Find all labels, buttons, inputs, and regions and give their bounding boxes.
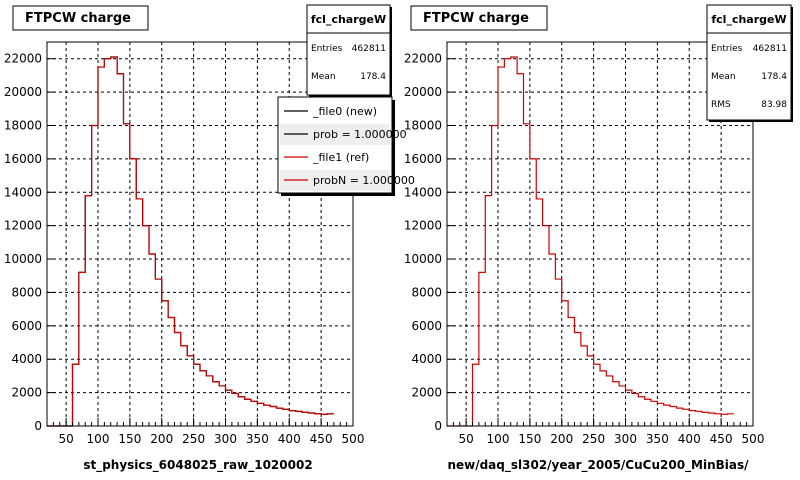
y-tick-label: 18000 <box>404 118 442 132</box>
y-tick-label: 2000 <box>11 386 42 400</box>
histogram-panel-2: 50 100 150 200 250 300 350 400 450 500 0 2000 4000 60… <box>404 4 793 473</box>
chart-title: FTPCW charge <box>25 11 131 26</box>
y-tick-label: 20000 <box>404 85 442 99</box>
y-tick-label: 10000 <box>4 252 42 266</box>
y-tick-label: 4000 <box>11 352 42 366</box>
x-tick-label: 500 <box>342 432 365 446</box>
stats-row-value: 83.98 <box>761 100 787 110</box>
x-axis-label: st_physics_6048025_raw_1020002 <box>83 458 312 473</box>
x-axis-label: new/daq_sl302/year_2005/CuCu200_MinBias/ <box>447 458 749 473</box>
stats-row-value: 462811 <box>352 44 386 54</box>
y-tick-label: 16000 <box>404 152 442 166</box>
x-tick-label: 450 <box>710 432 733 446</box>
histogram-series-1 <box>447 56 734 427</box>
y-tick-label: 4000 <box>411 352 442 366</box>
stats-box-frame <box>706 4 792 121</box>
x-tick-label: 300 <box>614 432 637 446</box>
x-tick-label: 350 <box>246 432 269 446</box>
x-tick-label: 450 <box>310 432 333 446</box>
x-tick-label: 100 <box>87 432 110 446</box>
legend-entry-label: _file1 (ref) <box>312 151 369 164</box>
x-tick-label: 150 <box>118 432 141 446</box>
y-tick-label: 8000 <box>411 285 442 299</box>
y-tick-label: 8000 <box>11 285 42 299</box>
x-tick-label: 200 <box>550 432 573 446</box>
legend-entry-label: prob = 1.000000 <box>313 128 407 141</box>
y-tick-label: 0 <box>434 419 442 433</box>
x-tick-label: 400 <box>278 432 301 446</box>
title-box <box>12 5 149 31</box>
legend-row-shade <box>280 170 390 191</box>
x-tick-label: 400 <box>678 432 701 446</box>
stats-row-label: Mean <box>711 72 736 82</box>
stats-box-frame <box>306 4 391 96</box>
stats-box: fcl_chargeW Entries 462811 Mean 178.4 <box>306 4 392 97</box>
stats-box-name: fcl_chargeW <box>311 13 386 26</box>
y-tick-label: 12000 <box>4 219 42 233</box>
stats-row-label: Mean <box>311 72 336 82</box>
y-tick-label: 18000 <box>4 118 42 132</box>
stats-row-value: 462811 <box>753 44 787 54</box>
legend-entry-label: _file0 (new) <box>312 105 377 118</box>
legend-box: _file0 (new) prob = 1.000000 _file1 (ref) p… <box>277 96 415 196</box>
chart-title: FTPCW charge <box>423 11 529 26</box>
stats-box: fcl_chargeW Entries 462811 Mean 178.4 RMS 83.9… <box>706 4 793 122</box>
y-tick-label: 16000 <box>4 152 42 166</box>
x-tick-label: 250 <box>582 432 605 446</box>
histogram-series-2 <box>47 56 334 427</box>
y-tick-label: 20000 <box>4 85 42 99</box>
stats-row-value: 178.4 <box>761 72 787 82</box>
y-tick-label: 6000 <box>411 319 442 333</box>
y-tick-label: 10000 <box>404 252 442 266</box>
x-tick-label: 300 <box>214 432 237 446</box>
y-tick-label: 0 <box>34 419 42 433</box>
x-tick-label: 150 <box>518 432 541 446</box>
y-tick-label: 12000 <box>404 219 442 233</box>
y-tick-label: 2000 <box>411 386 442 400</box>
y-tick-label: 14000 <box>404 185 442 199</box>
legend-entry-label: probN = 1.000000 <box>313 174 415 187</box>
histogram-panel-1: 50 100 150 200 250 300 350 400 450 500 0 2000 4000 60… <box>4 4 415 473</box>
y-tick-label: 14000 <box>4 185 42 199</box>
y-tick-label: 22000 <box>404 52 442 66</box>
x-tick-label: 50 <box>58 432 73 446</box>
title-box <box>410 5 548 31</box>
stats-row-label: Entries <box>311 44 343 54</box>
legend-row-shade <box>280 124 390 145</box>
stats-row-label: Entries <box>711 44 743 54</box>
stats-row-label: RMS <box>711 100 731 110</box>
y-tick-label: 6000 <box>11 319 42 333</box>
x-tick-label: 100 <box>487 432 510 446</box>
x-tick-label: 250 <box>182 432 205 446</box>
stats-row-value: 178.4 <box>360 72 386 82</box>
x-tick-label: 500 <box>742 432 765 446</box>
x-tick-label: 350 <box>646 432 669 446</box>
y-tick-label: 22000 <box>4 52 42 66</box>
x-tick-label: 50 <box>458 432 473 446</box>
stats-box-name: fcl_chargeW <box>711 13 786 26</box>
x-tick-label: 200 <box>150 432 173 446</box>
